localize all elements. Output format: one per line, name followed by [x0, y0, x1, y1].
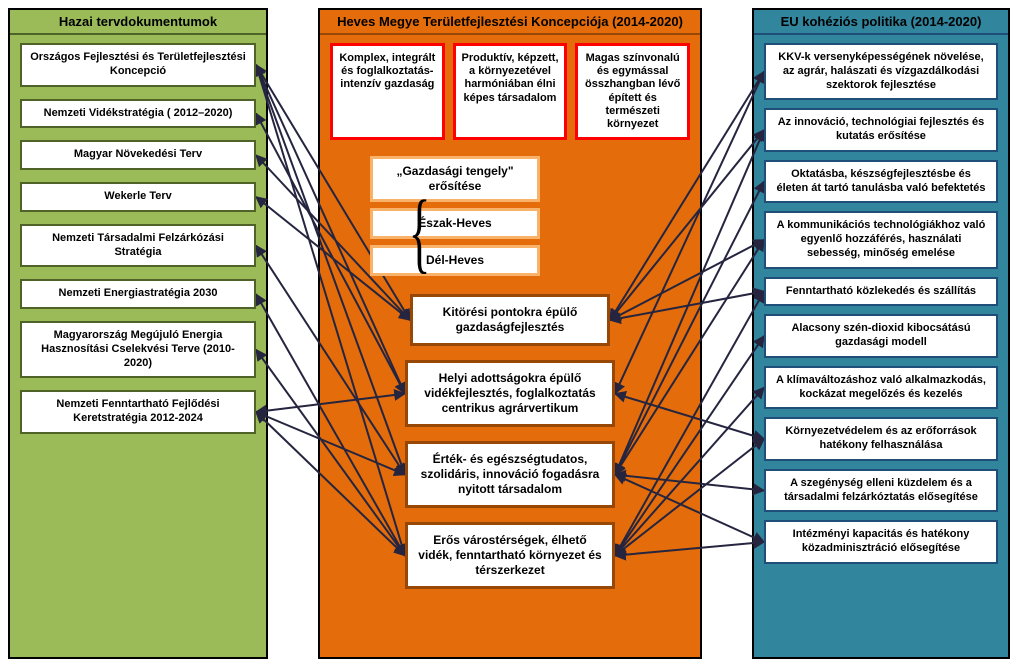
center-red-1: Produktív, képzett, a környezetével harm…: [453, 43, 568, 140]
right-item-0: KKV-k versenyképességének növelése, az a…: [764, 43, 998, 100]
right-column: EU kohéziós politika (2014-2020) KKV-k v…: [752, 8, 1010, 659]
right-item-1: Az innováció, technológiai fejlesztés és…: [764, 108, 998, 152]
left-header: Hazai tervdokumentumok: [10, 10, 266, 35]
center-axis-child-0: Észak-Heves: [370, 208, 540, 239]
right-body: KKV-k versenyképességének növelése, az a…: [754, 35, 1008, 657]
center-axis-parent: „Gazdasági tengely" erősítése: [370, 156, 540, 202]
left-item-2: Magyar Növekedési Terv: [20, 140, 256, 170]
center-red-row: Komplex, integrált és foglalkoztatás-int…: [330, 43, 690, 140]
right-item-7: Környezetvédelem és az erőforrások haték…: [764, 417, 998, 461]
left-column: Hazai tervdokumentumok Országos Fejleszt…: [8, 8, 268, 659]
center-priority-0: Kitörési pontokra épülő gazdaságfejleszt…: [410, 294, 610, 346]
center-header: Heves Megye Területfejlesztési Koncepció…: [320, 10, 700, 35]
center-priority-3: Erős várostérségek, élhető vidék, fennta…: [405, 522, 615, 589]
curly-brace-icon: {: [409, 188, 431, 278]
right-item-8: A szegénység elleni küzdelem és a társad…: [764, 469, 998, 513]
center-red-0: Komplex, integrált és foglalkoztatás-int…: [330, 43, 445, 140]
right-item-9: Intézményi kapacitás és hatékony közadmi…: [764, 520, 998, 564]
right-item-3: A kommunikációs technológiákhoz való egy…: [764, 211, 998, 268]
right-item-2: Oktatásba, készségfejlesztésbe és életen…: [764, 160, 998, 204]
left-item-6: Magyarország Megújuló Energia Hasznosítá…: [20, 321, 256, 378]
center-red-2: Magas színvonalú és egymással összhangba…: [575, 43, 690, 140]
left-item-4: Nemzeti Társadalmi Felzárkózási Stratégi…: [20, 224, 256, 268]
center-priority-1: Helyi adottságokra épülő vidékfejlesztés…: [405, 360, 615, 427]
left-item-7: Nemzeti Fenntartható Fejlődési Keretstra…: [20, 390, 256, 434]
left-item-1: Nemzeti Vidékstratégia ( 2012–2020): [20, 99, 256, 129]
left-item-3: Wekerle Terv: [20, 182, 256, 212]
right-item-6: A klímaváltozáshoz való alkalmazkodás, k…: [764, 366, 998, 410]
center-priority-2: Érték- és egészségtudatos, szolidáris, i…: [405, 441, 615, 508]
center-column: Heves Megye Területfejlesztési Koncepció…: [318, 8, 702, 659]
center-body: Komplex, integrált és foglalkoztatás-int…: [320, 35, 700, 657]
right-header: EU kohéziós politika (2014-2020): [754, 10, 1008, 35]
left-item-0: Országos Fejlesztési és Területfejleszté…: [20, 43, 256, 87]
right-item-4: Fenntartható közlekedés és szállítás: [764, 277, 998, 307]
right-item-5: Alacsony szén-dioxid kibocsátású gazdasá…: [764, 314, 998, 358]
left-item-5: Nemzeti Energiastratégia 2030: [20, 279, 256, 309]
left-body: Országos Fejlesztési és Területfejleszté…: [10, 35, 266, 657]
center-axis-child-1: Dél-Heves: [370, 245, 540, 276]
